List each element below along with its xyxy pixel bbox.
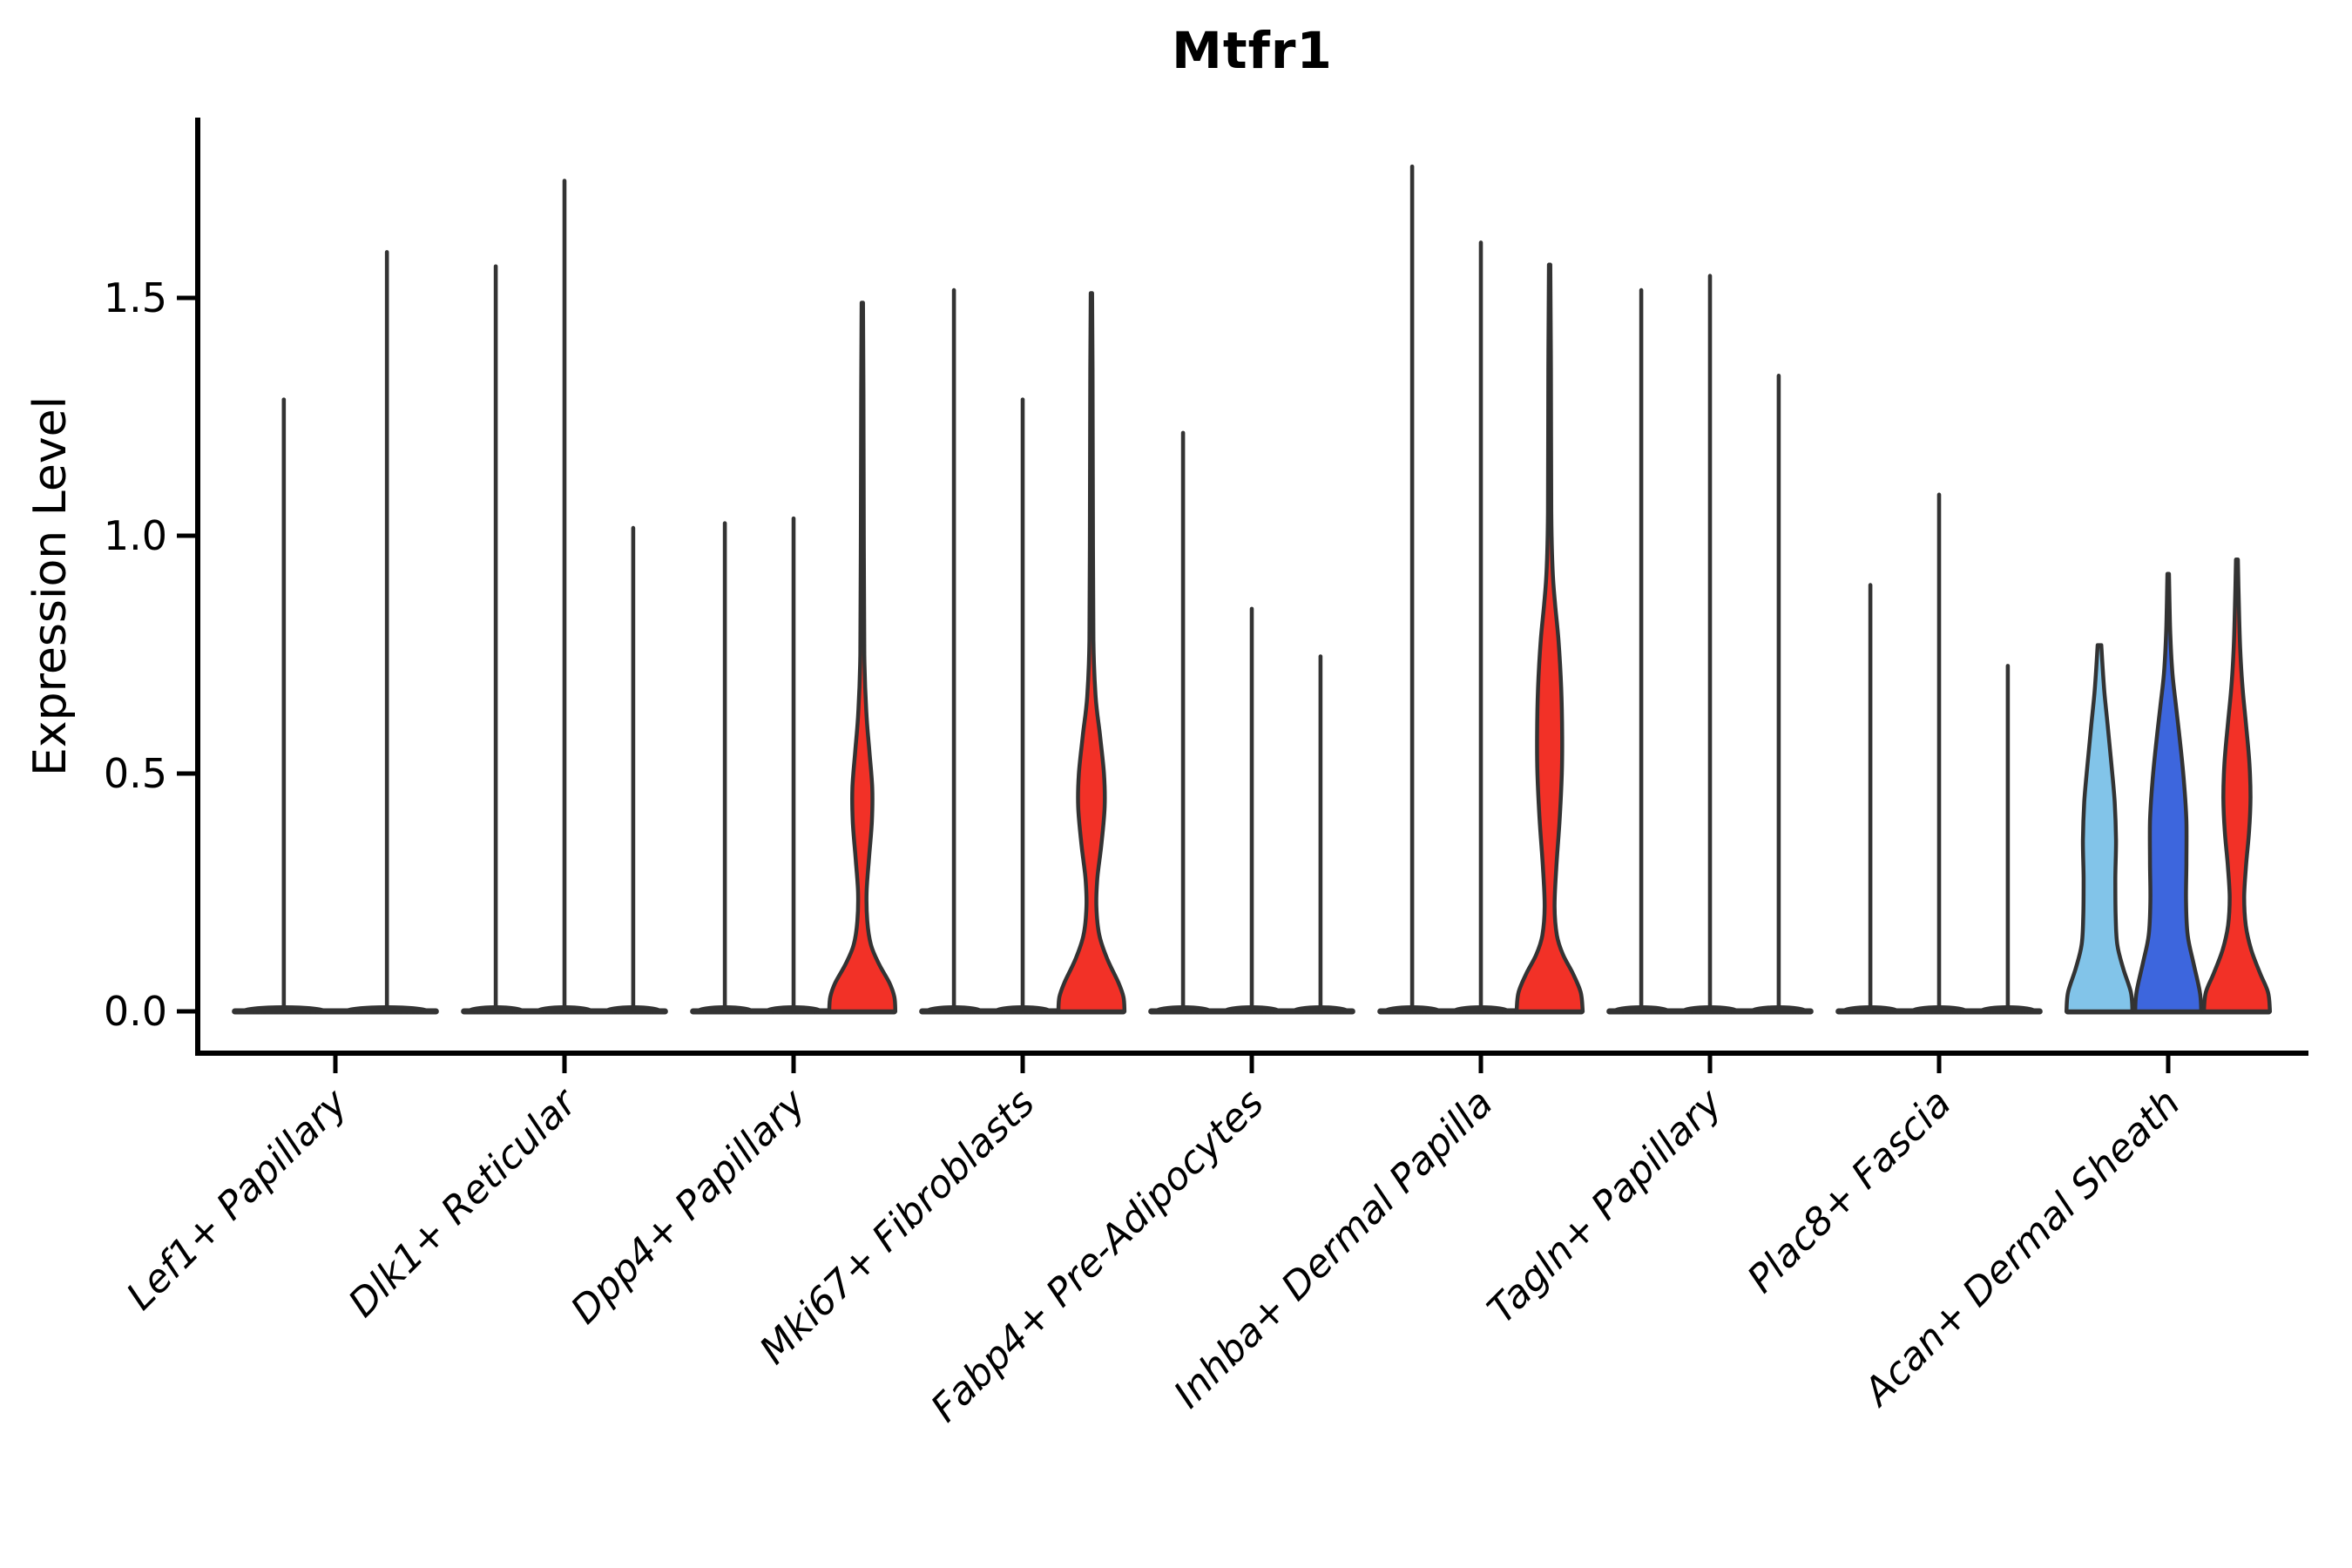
y-tick-label: 1.0 xyxy=(104,512,167,559)
violin-red xyxy=(1056,291,1127,1014)
x-category-label: Tagln+ Papillary xyxy=(1479,1080,1731,1332)
y-tick-label: 1.5 xyxy=(104,274,167,321)
x-category-label: Lef1+ Papillary xyxy=(118,1080,357,1319)
chart-title: Mtfr1 xyxy=(1172,21,1333,80)
y-tick-label: 0.5 xyxy=(104,750,167,797)
x-category-label: Dlk1+ Reticular xyxy=(340,1079,586,1326)
x-category-label: Plac8+ Fascia xyxy=(1739,1081,1959,1301)
violin-lightblue xyxy=(2064,643,2135,1014)
violin-red xyxy=(2201,558,2273,1014)
x-category-label: Dpp4+ Papillary xyxy=(563,1080,815,1333)
y-tick-label: 0.0 xyxy=(104,988,167,1035)
violin-blue xyxy=(2132,571,2204,1014)
violin-red xyxy=(827,301,898,1014)
violin-red xyxy=(1514,262,1585,1014)
